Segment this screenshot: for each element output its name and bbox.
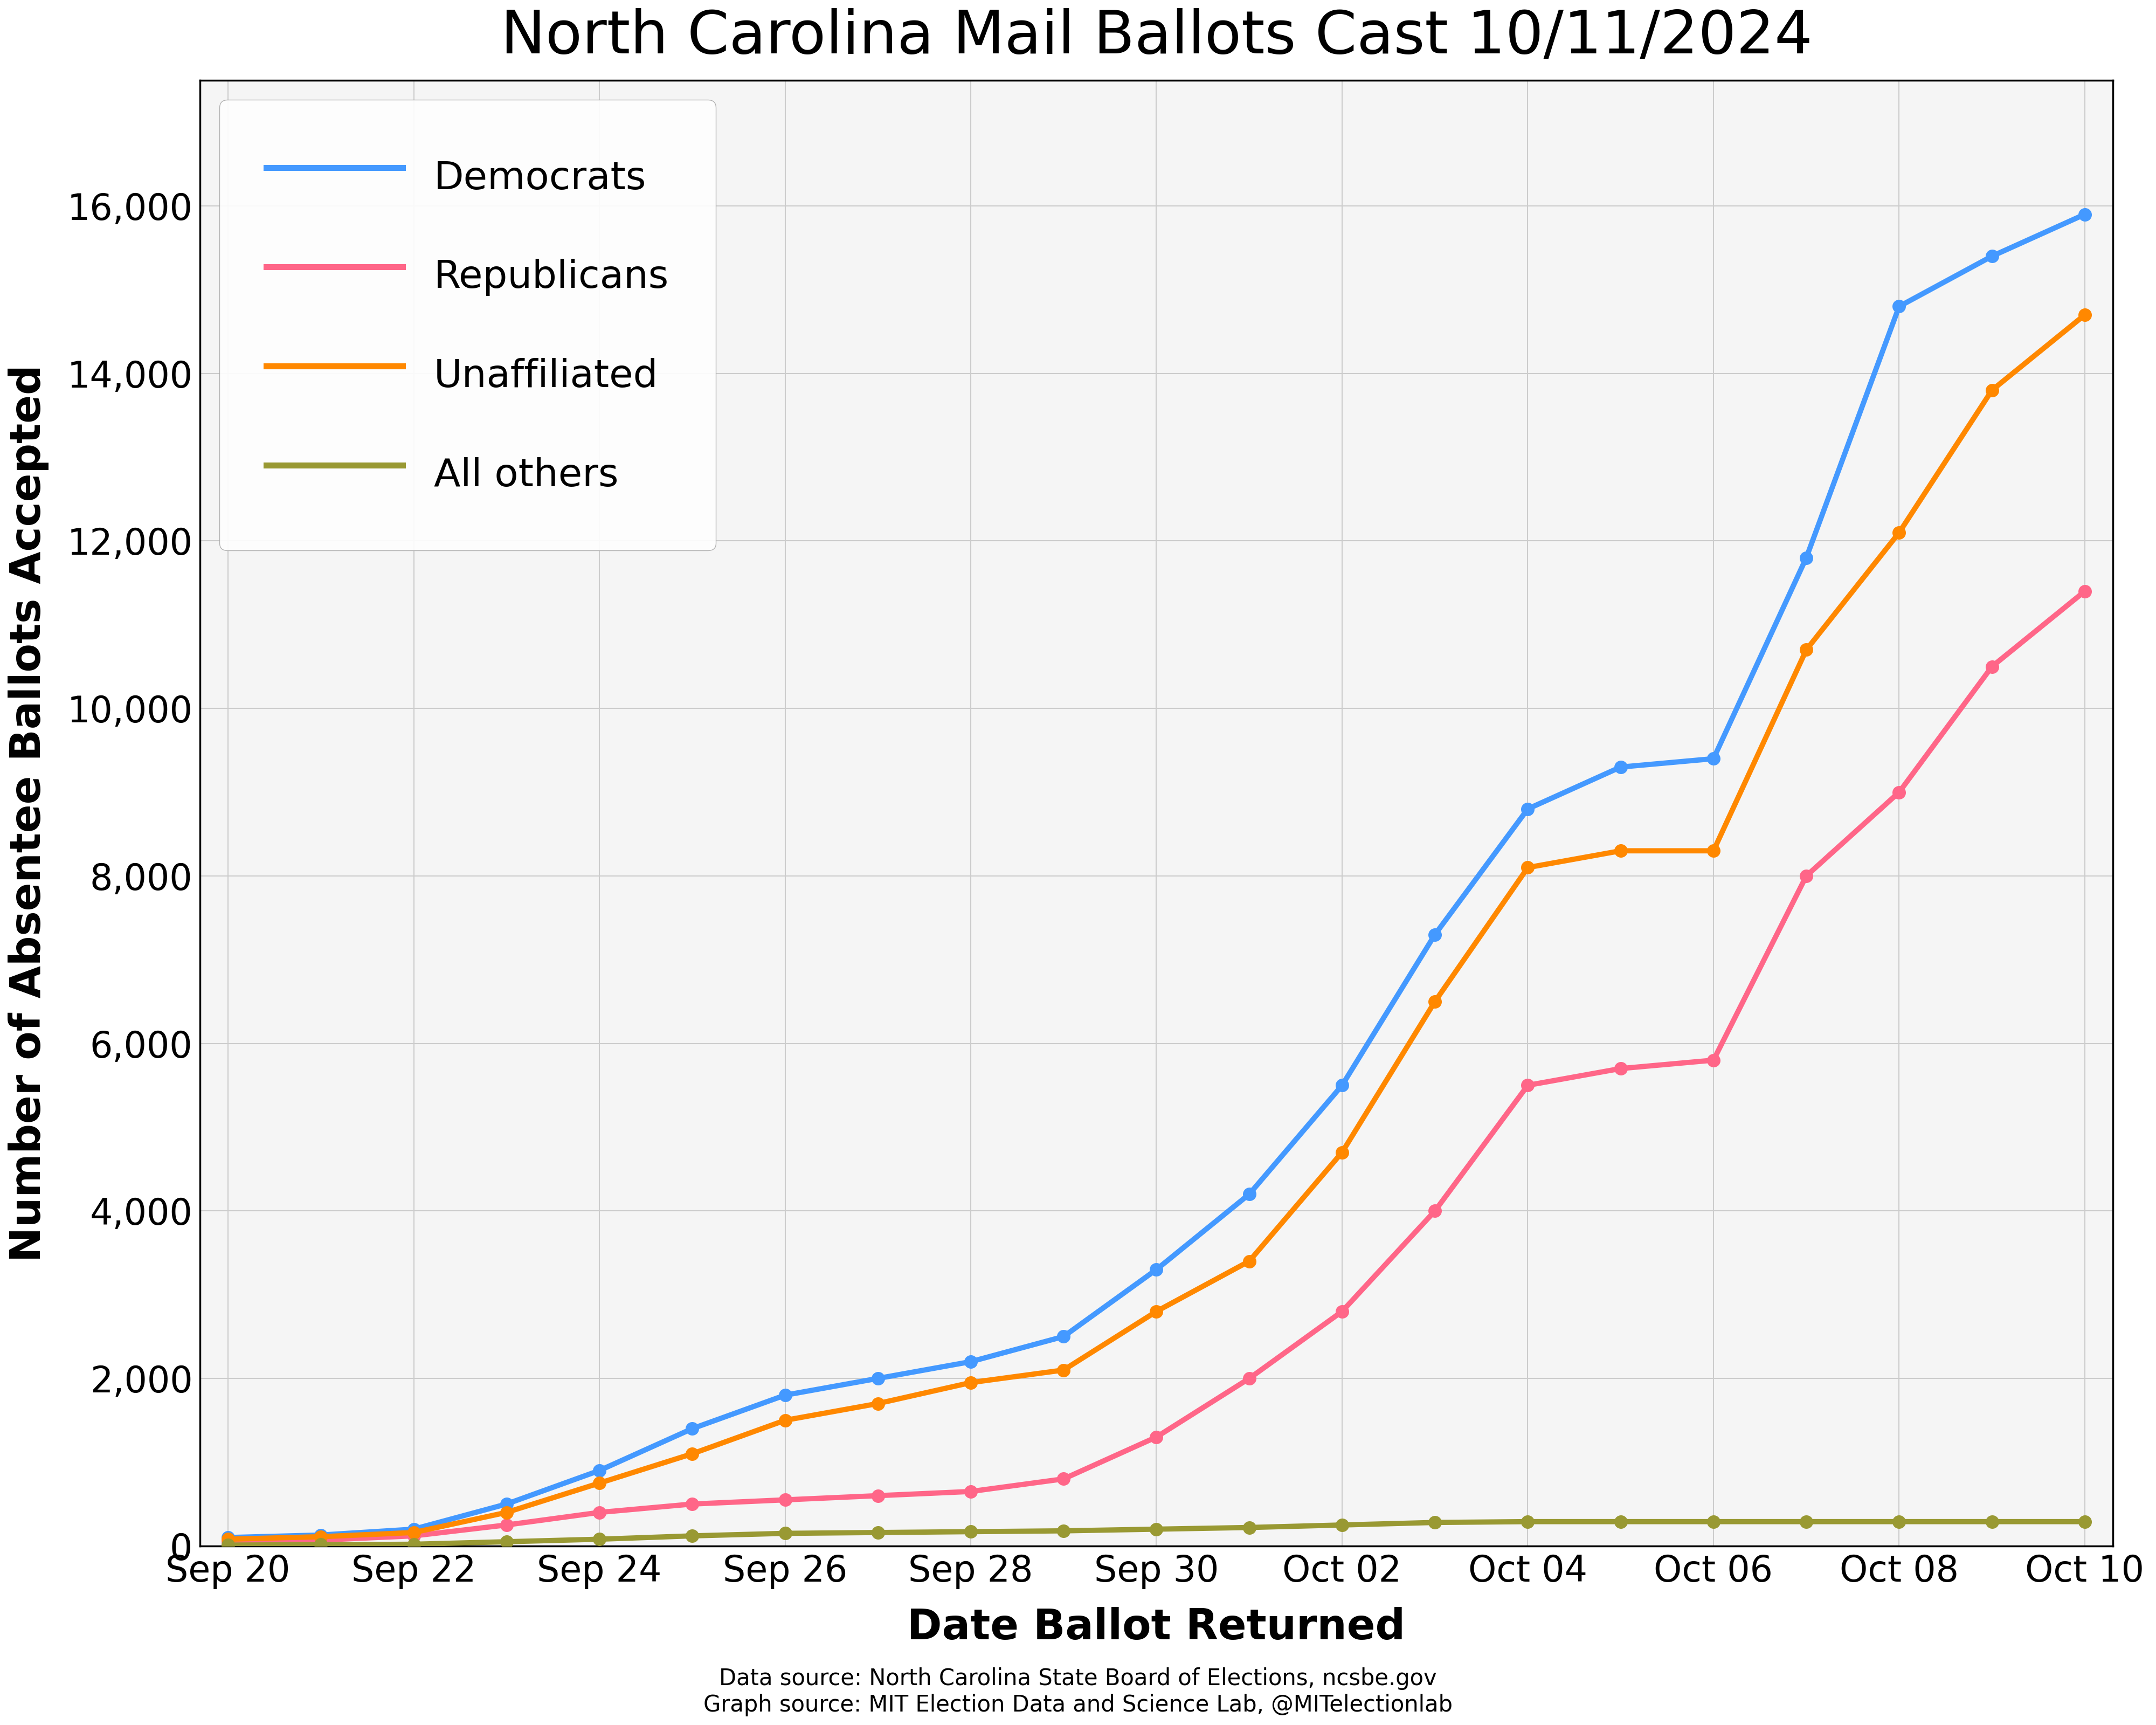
All others [586,1528,612,1549]
Republicans [586,1502,612,1523]
Legend: Democrats, Republicans, Unaffiliated, All others: Democrats, Republicans, Unaffiliated, Al… [220,100,716,550]
All others [679,1525,705,1546]
Democrats [1701,749,1727,769]
Y-axis label: Number of Absentee Ballots Accepted: Number of Absentee Ballots Accepted [9,364,50,1261]
Unaffiliated [772,1409,798,1430]
Unaffiliated [1050,1359,1076,1380]
Democrats [772,1385,798,1406]
All others [216,1535,241,1556]
All others [1423,1513,1449,1534]
Unaffiliated [586,1473,612,1494]
All others [1050,1520,1076,1540]
Democrats [494,1494,520,1515]
Republicans [1794,866,1820,887]
Unaffiliated [1516,857,1542,878]
Republicans [679,1494,705,1515]
Text: Data source: North Carolina State Board of Elections, ncsbe.gov
Graph source: MI: Data source: North Carolina State Board … [703,1668,1453,1716]
Unaffiliated [1143,1301,1169,1321]
Republicans [2072,581,2098,602]
Republicans [772,1489,798,1509]
Republicans [1050,1468,1076,1489]
Republicans [1608,1057,1634,1078]
All others [1608,1511,1634,1532]
Democrats [1050,1327,1076,1347]
Republicans [865,1485,890,1506]
All others [865,1521,890,1542]
Democrats [1328,1075,1354,1095]
Unaffiliated [1608,840,1634,861]
Republicans [1143,1427,1169,1447]
Unaffiliated [1328,1142,1354,1163]
Line: Democrats: Democrats [222,207,2091,1544]
Unaffiliated [401,1521,427,1542]
Unaffiliated [1794,640,1820,661]
Republicans [216,1532,241,1552]
All others [1701,1511,1727,1532]
Title: North Carolina Mail Ballots Cast 10/11/2024: North Carolina Mail Ballots Cast 10/11/2… [500,9,1813,66]
Republicans [957,1482,983,1502]
Democrats [401,1518,427,1539]
Line: Unaffiliated: Unaffiliated [222,309,2091,1546]
Democrats [1979,247,2005,267]
Democrats [2072,204,2098,224]
Republicans [494,1515,520,1535]
All others [494,1532,520,1552]
Democrats [1516,799,1542,819]
Line: All others: All others [222,1515,2091,1552]
X-axis label: Date Ballot Returned: Date Ballot Returned [908,1608,1406,1647]
All others [1794,1511,1820,1532]
All others [2072,1511,2098,1532]
Republicans [1328,1301,1354,1321]
Democrats [586,1459,612,1480]
Democrats [1608,757,1634,778]
All others [1887,1511,1912,1532]
All others [957,1521,983,1542]
Democrats [1887,297,1912,317]
Democrats [1794,547,1820,568]
Democrats [308,1525,334,1546]
Unaffiliated [1701,840,1727,861]
Republicans [1516,1075,1542,1095]
All others [772,1523,798,1544]
All others [1979,1511,2005,1532]
Unaffiliated [216,1528,241,1549]
Democrats [1143,1259,1169,1280]
Republicans [1701,1051,1727,1071]
Republicans [401,1525,427,1546]
Republicans [1887,781,1912,802]
Unaffiliated [308,1527,334,1547]
Republicans [1979,656,2005,676]
Republicans [1235,1368,1261,1389]
Unaffiliated [2072,305,2098,326]
Democrats [865,1368,890,1389]
All others [1328,1515,1354,1535]
Democrats [957,1351,983,1371]
Democrats [216,1527,241,1547]
Unaffiliated [679,1444,705,1465]
Unaffiliated [494,1502,520,1523]
All others [1516,1511,1542,1532]
Democrats [1423,925,1449,945]
Unaffiliated [1979,380,2005,400]
All others [1235,1516,1261,1537]
Unaffiliated [865,1394,890,1414]
Democrats [1235,1183,1261,1204]
Democrats [679,1418,705,1439]
Unaffiliated [1235,1251,1261,1271]
Republicans [1423,1201,1449,1221]
Republicans [308,1530,334,1551]
Unaffiliated [1423,992,1449,1013]
Line: Republicans: Republicans [222,585,2091,1549]
All others [1143,1518,1169,1539]
Unaffiliated [1887,523,1912,543]
All others [401,1534,427,1554]
All others [308,1534,334,1554]
Unaffiliated [957,1373,983,1394]
